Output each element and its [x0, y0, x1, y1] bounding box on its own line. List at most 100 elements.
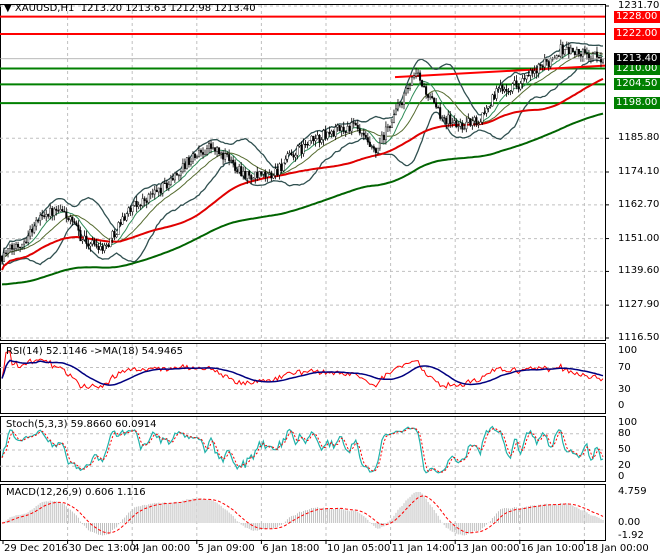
- candle-body: [39, 214, 42, 221]
- stoch-axis-label: 50: [618, 444, 631, 455]
- candle-body: [356, 125, 359, 129]
- candle-body: [483, 112, 486, 114]
- stoch-signal-line: [1, 427, 604, 473]
- ma-20-line: [1, 52, 604, 262]
- current-price-tag: 1213.40: [614, 52, 660, 65]
- candle-body: [123, 216, 126, 221]
- candle-body: [320, 139, 323, 143]
- candle-body: [169, 178, 172, 185]
- candle-body: [232, 159, 235, 163]
- candle-body: [529, 70, 532, 76]
- candle-body: [95, 244, 98, 247]
- candle-body: [79, 230, 82, 242]
- candle-body: [167, 184, 170, 189]
- candle-body: [204, 154, 207, 156]
- candle-body: [421, 80, 424, 87]
- candle-body: [366, 137, 369, 143]
- candle-body: [370, 146, 373, 148]
- candle-body: [185, 157, 188, 169]
- candle-body: [413, 75, 416, 78]
- candle-body: [81, 239, 84, 242]
- candle-body: [87, 243, 90, 247]
- candle-body: [398, 102, 401, 105]
- price-axis-label: 1139.60: [618, 265, 660, 277]
- candle-body: [465, 121, 468, 129]
- candle-body: [437, 107, 440, 109]
- macd-label: MACD(12,26,9) 0.606 1.116: [6, 487, 146, 498]
- candle-body: [439, 107, 442, 119]
- candle-body: [298, 144, 301, 147]
- candle-body: [324, 130, 327, 139]
- candle-body: [173, 173, 176, 181]
- candle-body: [5, 252, 8, 254]
- candle-body: [364, 135, 367, 138]
- candle-body: [491, 94, 494, 107]
- candle-body: [423, 86, 426, 88]
- candle-body: [246, 171, 249, 179]
- candle-body: [431, 96, 434, 99]
- candle-body: [565, 46, 568, 50]
- candle-body: [306, 144, 309, 146]
- candle-body: [35, 220, 38, 227]
- candle-body: [218, 147, 221, 155]
- candle-body: [455, 120, 458, 127]
- candle-body: [77, 224, 80, 231]
- candle-body: [451, 122, 454, 125]
- candle-body: [310, 135, 313, 141]
- candle-body: [326, 131, 329, 139]
- candle-body: [509, 90, 512, 93]
- candle-body: [533, 70, 536, 74]
- candle-body: [240, 166, 243, 177]
- candle-body: [541, 65, 544, 68]
- triangle-down-icon[interactable]: ▼: [4, 3, 12, 14]
- candle-body: [481, 112, 484, 123]
- candle-body: [330, 130, 333, 135]
- candle-body: [139, 204, 142, 207]
- candle-body: [59, 209, 62, 212]
- candle-body: [57, 210, 60, 212]
- candle-body: [334, 126, 337, 137]
- panel-frame-rsi: [0, 343, 606, 414]
- candle-body: [93, 240, 96, 245]
- candle-body: [157, 187, 160, 193]
- candle-body: [163, 182, 166, 184]
- candle-body: [489, 105, 492, 108]
- candle-body: [272, 175, 275, 179]
- candle-body: [63, 211, 66, 213]
- candle-body: [415, 72, 418, 77]
- candle-body: [248, 171, 251, 176]
- candle-body: [318, 134, 321, 143]
- candle-body: [23, 241, 26, 245]
- candle-body: [362, 132, 365, 136]
- candle-body: [141, 198, 144, 207]
- candle-body: [433, 97, 436, 103]
- candle-body: [376, 147, 379, 153]
- macd-axis-label: 0.00: [618, 517, 641, 528]
- candle-body: [322, 130, 325, 140]
- candle-body: [441, 117, 444, 119]
- panel-frame-macd: [0, 484, 606, 541]
- candle-body: [372, 146, 375, 149]
- candle-body: [360, 132, 363, 135]
- candle-body: [260, 171, 263, 175]
- candle-body: [135, 201, 138, 207]
- candle-body: [165, 182, 168, 189]
- candle-body: [425, 86, 428, 95]
- candle-body: [593, 51, 596, 54]
- candle-body: [463, 128, 466, 130]
- time-axis-label: 4 Jan 00:00: [133, 543, 191, 554]
- stoch-axis-label: 80: [618, 427, 631, 439]
- rsi-line: [1, 351, 604, 389]
- level-price-tag: 1204.50: [614, 78, 660, 91]
- candle-body: [208, 143, 211, 149]
- rsi-axis-label: 30: [618, 383, 631, 395]
- candle-body: [575, 49, 578, 55]
- candle-body: [505, 89, 508, 92]
- rsi-axis-label: 100: [618, 345, 638, 356]
- candle-body: [264, 171, 267, 178]
- candle-body: [485, 108, 488, 114]
- candle-body: [238, 166, 241, 173]
- candle-body: [595, 51, 598, 58]
- candle-body: [115, 234, 118, 238]
